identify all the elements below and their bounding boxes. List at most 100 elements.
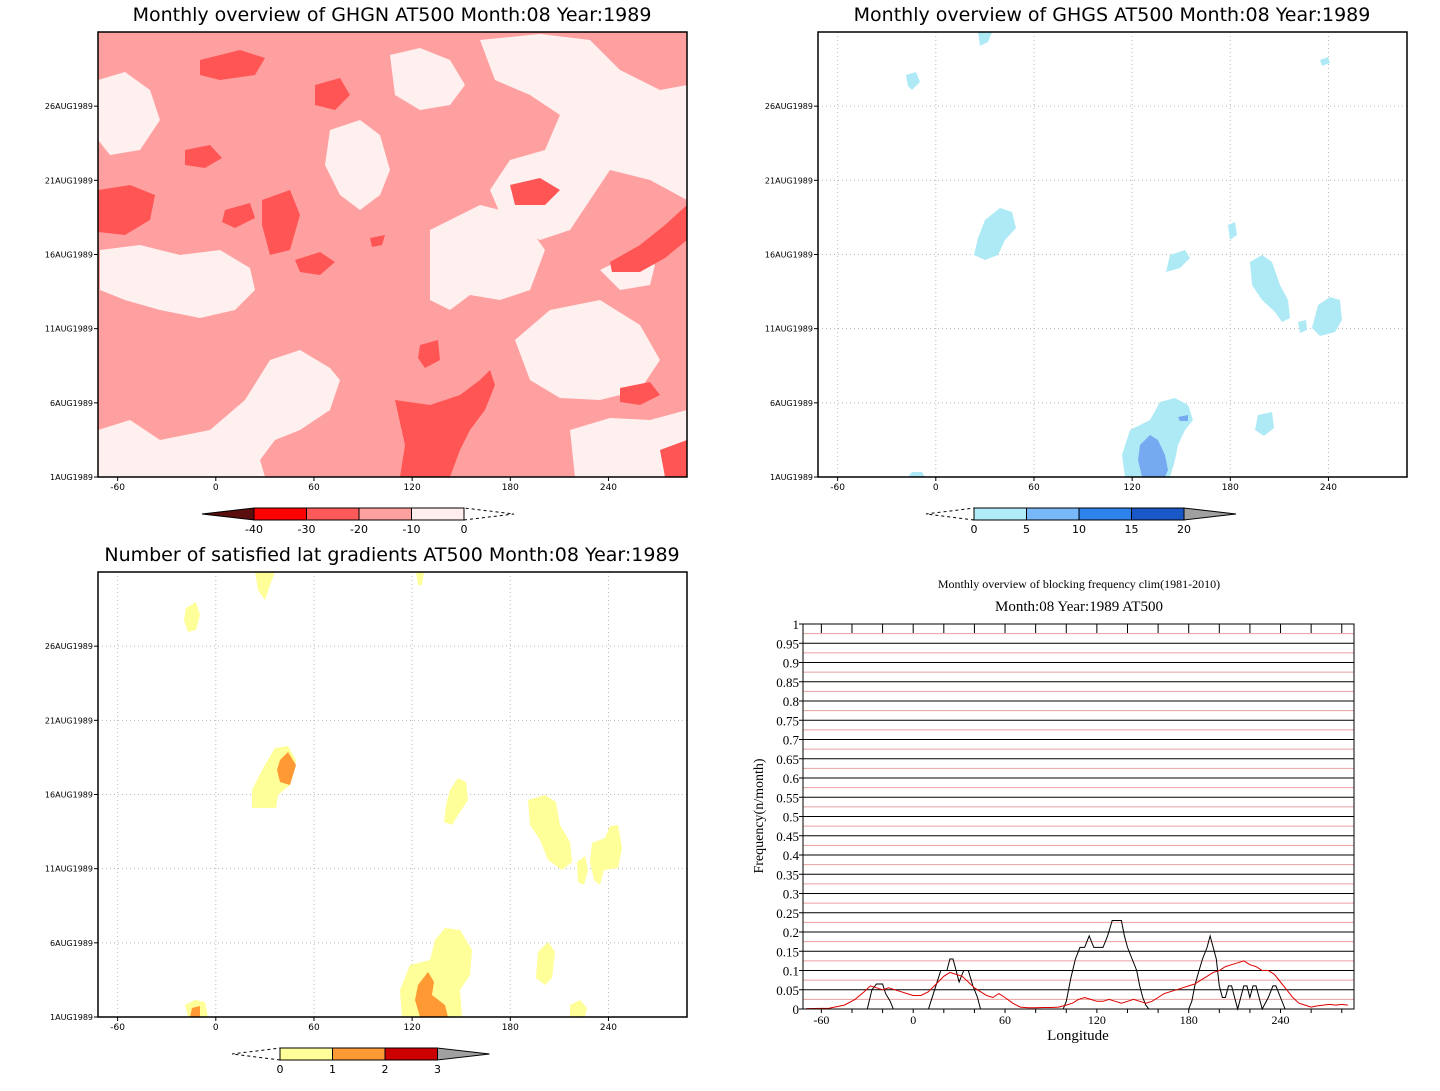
ghgn-light-region — [390, 48, 465, 110]
colorbar-extend-high — [463, 507, 515, 521]
y-tick-label: 1AUG1989 — [50, 1013, 93, 1022]
x-tick-label: 120 — [1124, 483, 1141, 493]
y-tick-label: 26AUG1989 — [45, 642, 93, 651]
x-tick-label: 0 — [213, 483, 219, 493]
x-tick-label: 240 — [600, 1023, 617, 1033]
x-tick-label: -60 — [813, 1013, 829, 1027]
y-tick-label: 21AUG1989 — [45, 176, 93, 185]
x-tick-label: 0 — [213, 1023, 219, 1033]
colorbar-label: 0 — [971, 523, 978, 536]
x-tick-label: 0 — [933, 483, 939, 493]
x-tick-label: 240 — [600, 483, 617, 493]
y-tick-label: 0 — [793, 1002, 800, 1017]
panel-gradients-title: Number of satisfied lat gradients AT500 … — [104, 544, 679, 566]
gradient-one-region — [528, 795, 572, 870]
ghgn-light-region — [570, 410, 687, 477]
y-tick-label: 16AUG1989 — [45, 251, 93, 260]
panel-ghgn-contours — [98, 34, 687, 477]
ghgn-dark-region — [295, 252, 335, 275]
ghgn-dark-region — [262, 190, 300, 255]
colorbar-segment — [358, 507, 412, 521]
colorbar-segment — [253, 507, 307, 521]
ghgn-dark-region — [370, 235, 385, 247]
ghgn-dark-region — [185, 145, 222, 168]
x-tick-label: 60 — [999, 1013, 1011, 1027]
frequency-series — [803, 920, 1354, 1011]
gradient-one-region — [536, 942, 555, 985]
y-tick-label: 0.4 — [783, 848, 800, 863]
ghgs-medium-region — [1138, 435, 1168, 477]
ghgs-light-region — [1320, 57, 1330, 66]
panel-ghgs-axes: -60 0 60 120 180 240 1AUG1989 6AUG1989 11AUG1989… — [765, 102, 1337, 493]
colorbar-label: 10 — [1072, 523, 1086, 536]
colorbar-extend-high — [1183, 507, 1237, 521]
colorbar-extend-low — [231, 1047, 281, 1061]
panel-ghgs-bg — [818, 32, 1407, 477]
x-tick-label: -60 — [110, 483, 125, 493]
gradient-one-region — [416, 572, 424, 585]
x-tick-label: 240 — [1272, 1013, 1290, 1027]
colorbar-label: -20 — [350, 523, 368, 536]
colorbar-label: 15 — [1125, 523, 1139, 536]
colorbar-label: 5 — [1023, 523, 1030, 536]
panel-ghgn-axes: -60 0 60 120 180 240 1AUG1989 6AUG1989 11AUG1989… — [45, 102, 617, 493]
ghgs-light-region — [1312, 297, 1342, 336]
x-tick-label: 180 — [502, 483, 519, 493]
y-tick-label: 0.35 — [776, 867, 799, 882]
y-tick-label: 11AUG1989 — [765, 325, 813, 334]
ghgs-light-region — [1250, 255, 1290, 322]
colorbar-segment — [1078, 507, 1132, 521]
y-tick-label: 0.05 — [776, 983, 799, 998]
y-tick-label: 11AUG1989 — [45, 325, 93, 334]
colorbar-extend-low — [201, 507, 255, 521]
colorbar-label: 1 — [329, 1063, 336, 1076]
x-tick-label: 180 — [502, 1023, 519, 1033]
y-tick-label: 0.6 — [783, 771, 800, 786]
ghgn-dark-region — [510, 178, 560, 205]
frequency-grid — [803, 633, 1354, 1000]
y-tick-label: 0.65 — [776, 752, 799, 767]
panel-gradients: Number of satisfied lat gradients AT500 … — [45, 544, 688, 1076]
x-tick-label: 180 — [1180, 1013, 1198, 1027]
colorbar-segment — [384, 1047, 438, 1061]
y-tick-label: 0.45 — [776, 829, 799, 844]
y-tick-label: 21AUG1989 — [765, 176, 813, 185]
panel-gradients-bg — [98, 572, 687, 1017]
ghgs-light-region — [978, 32, 992, 46]
panel-ghgs: Monthly overview of GHGS AT500 Month:08 … — [765, 4, 1408, 536]
x-tick-label: 120 — [404, 483, 421, 493]
gradient-one-region — [590, 825, 622, 885]
y-tick-label: 1AUG1989 — [770, 473, 813, 482]
gradient-one-region — [577, 856, 588, 885]
x-tick-label: 180 — [1222, 483, 1239, 493]
frequency-subtitle: Month:08 Year:1989 AT500 — [995, 599, 1163, 615]
panel-gradients-contours — [184, 572, 622, 1017]
gradient-one-region — [184, 602, 200, 632]
ghgn-dark-region — [620, 382, 660, 405]
panel-gradients-colorbar: 0 1 2 3 — [231, 1047, 490, 1076]
y-tick-label: 26AUG1989 — [45, 102, 93, 111]
y-tick-label: 0.3 — [783, 887, 799, 902]
ghgn-light-region — [325, 120, 390, 210]
ghgs-light-region — [906, 72, 920, 90]
y-tick-label: 0.55 — [776, 790, 799, 805]
x-tick-label: 0 — [910, 1013, 916, 1027]
ghgs-light-region — [908, 472, 925, 477]
frequency-ylabel: Frequency(n/month) — [752, 758, 767, 873]
colorbar-label: 2 — [382, 1063, 389, 1076]
y-tick-label: 0.2 — [783, 925, 799, 940]
y-tick-label: 0.8 — [783, 694, 799, 709]
colorbar-label: -40 — [245, 523, 263, 536]
x-tick-label: -60 — [110, 1023, 125, 1033]
ghgs-light-region — [974, 208, 1016, 260]
ghgs-medium-region — [1178, 415, 1188, 421]
ghgn-dark-region — [222, 203, 255, 228]
x-tick-label: 120 — [404, 1023, 421, 1033]
y-tick-label: 11AUG1989 — [45, 865, 93, 874]
x-tick-label: -60 — [830, 483, 845, 493]
colorbar-label: -30 — [298, 523, 316, 536]
y-tick-label: 0.25 — [776, 906, 799, 921]
colorbar-segment — [411, 507, 465, 521]
ghgn-dark-region — [610, 205, 687, 272]
